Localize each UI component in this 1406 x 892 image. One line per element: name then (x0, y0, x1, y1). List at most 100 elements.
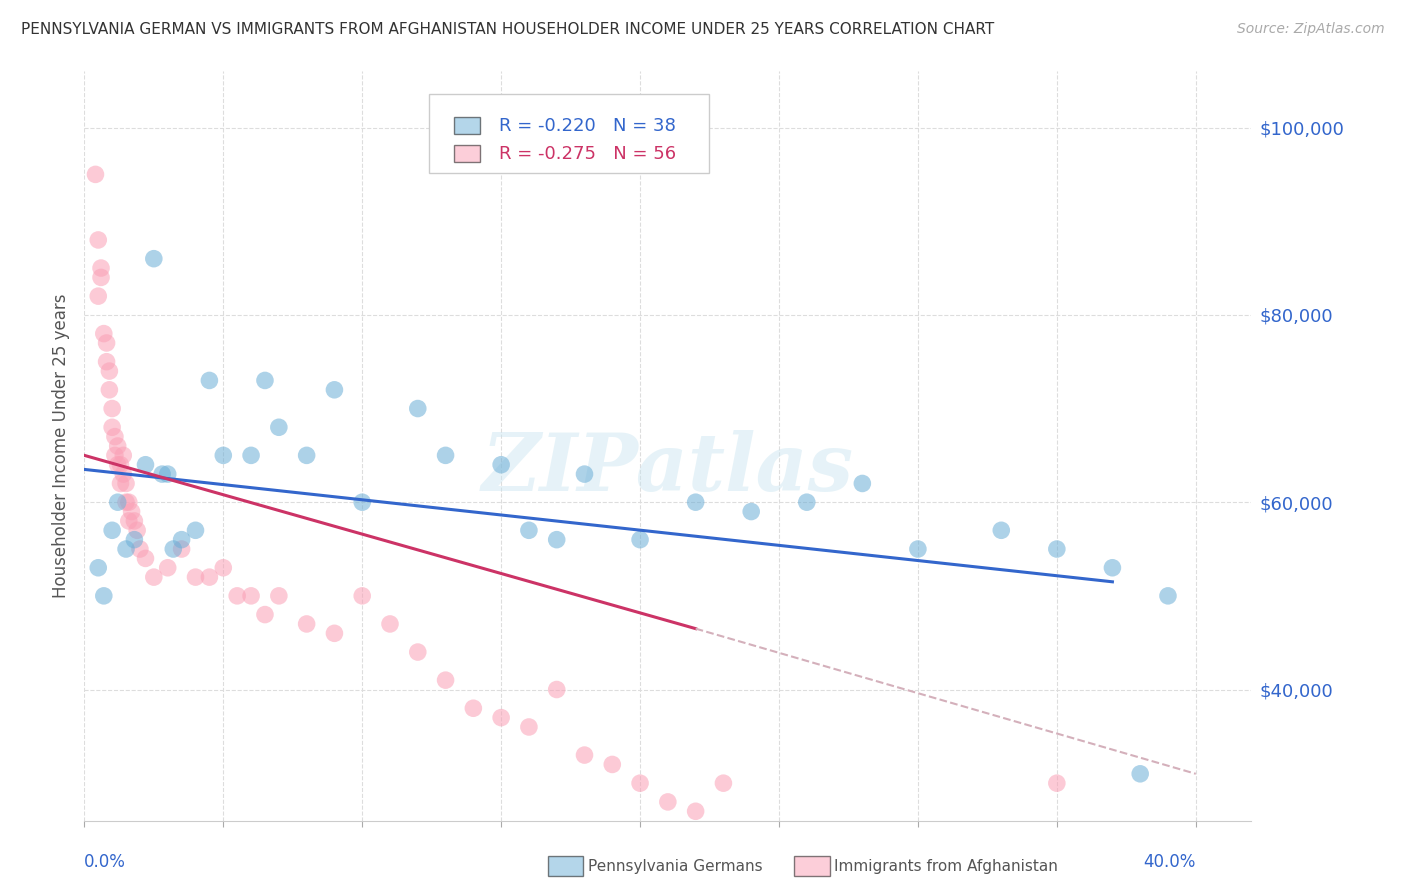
Point (121, 505, 143, 519)
Point (112, 449, 135, 463)
Point (574, 747, 596, 762)
Point (96, 336, 118, 351)
Point (84, 168, 107, 182)
Point (434, 673, 457, 688)
Point (685, 805, 707, 819)
Point (142, 570, 165, 584)
Point (226, 589, 249, 603)
Point (267, 420, 290, 434)
Point (124, 514, 146, 528)
Point (295, 449, 318, 463)
Point (1046, 776, 1069, 790)
Point (517, 523, 540, 537)
Point (124, 533, 146, 547)
Point (87, 561, 110, 575)
Point (87, 233, 110, 247)
Point (489, 458, 512, 472)
Point (98, 383, 121, 397)
Point (352, 495, 374, 509)
Point (212, 449, 235, 463)
Text: 0.0%: 0.0% (84, 854, 127, 871)
Point (98, 364, 121, 378)
Point (406, 401, 429, 416)
Text: Immigrants from Afghanistan: Immigrants from Afghanistan (834, 859, 1057, 873)
Point (1101, 561, 1123, 575)
Point (93, 589, 115, 603)
Point (1157, 589, 1180, 603)
Point (740, 505, 762, 519)
Point (127, 523, 149, 537)
Y-axis label: Householder Income Under 25 years: Householder Income Under 25 years (52, 293, 70, 599)
Point (546, 682, 568, 697)
Text: R = -0.275   N = 56: R = -0.275 N = 56 (499, 145, 676, 162)
Point (378, 617, 401, 632)
Point (107, 495, 129, 509)
Point (253, 607, 276, 622)
Point (713, 776, 735, 790)
Point (463, 701, 485, 715)
Text: ZIPatlas: ZIPatlas (482, 430, 853, 508)
Point (406, 645, 429, 659)
Point (184, 570, 207, 584)
Text: Source: ZipAtlas.com: Source: ZipAtlas.com (1237, 22, 1385, 37)
Point (685, 495, 707, 509)
Point (796, 495, 818, 509)
Point (118, 514, 141, 528)
Point (156, 561, 179, 575)
Point (295, 617, 318, 632)
Point (434, 449, 457, 463)
Point (657, 795, 679, 809)
Point (198, 570, 221, 584)
Point (240, 589, 263, 603)
Point (990, 523, 1012, 537)
Point (90, 270, 112, 285)
Point (112, 467, 135, 482)
Point (240, 449, 263, 463)
Point (142, 252, 165, 266)
Point (107, 439, 129, 453)
Point (907, 541, 929, 557)
Point (574, 467, 596, 482)
Point (134, 458, 156, 472)
Point (600, 757, 623, 772)
Point (101, 401, 124, 416)
Point (104, 430, 127, 444)
FancyBboxPatch shape (454, 145, 479, 161)
Point (184, 523, 207, 537)
Text: R = -0.220   N = 38: R = -0.220 N = 38 (499, 117, 675, 135)
Point (90, 261, 112, 276)
Point (96, 355, 118, 369)
Point (107, 458, 129, 472)
Point (517, 720, 540, 734)
Point (110, 476, 132, 491)
Point (212, 561, 235, 575)
Text: PENNSYLVANIA GERMAN VS IMMIGRANTS FROM AFGHANISTAN HOUSEHOLDER INCOME UNDER 25 Y: PENNSYLVANIA GERMAN VS IMMIGRANTS FROM A… (21, 22, 994, 37)
Point (104, 449, 127, 463)
Point (323, 626, 346, 640)
Point (170, 533, 193, 547)
Point (1129, 766, 1152, 781)
Point (323, 383, 346, 397)
Point (110, 458, 132, 472)
FancyBboxPatch shape (429, 94, 709, 172)
Point (115, 541, 138, 557)
Point (101, 420, 124, 434)
Point (115, 495, 138, 509)
Point (352, 589, 374, 603)
Point (253, 374, 276, 388)
Point (546, 533, 568, 547)
Point (170, 541, 193, 557)
Point (851, 476, 873, 491)
Point (156, 467, 179, 482)
Point (1046, 541, 1069, 557)
FancyBboxPatch shape (454, 117, 479, 134)
Point (115, 476, 138, 491)
Point (628, 533, 651, 547)
Point (198, 374, 221, 388)
Point (134, 551, 156, 566)
Point (628, 776, 651, 790)
Point (101, 523, 124, 537)
Point (87, 289, 110, 303)
Point (93, 326, 115, 341)
Point (129, 541, 152, 557)
